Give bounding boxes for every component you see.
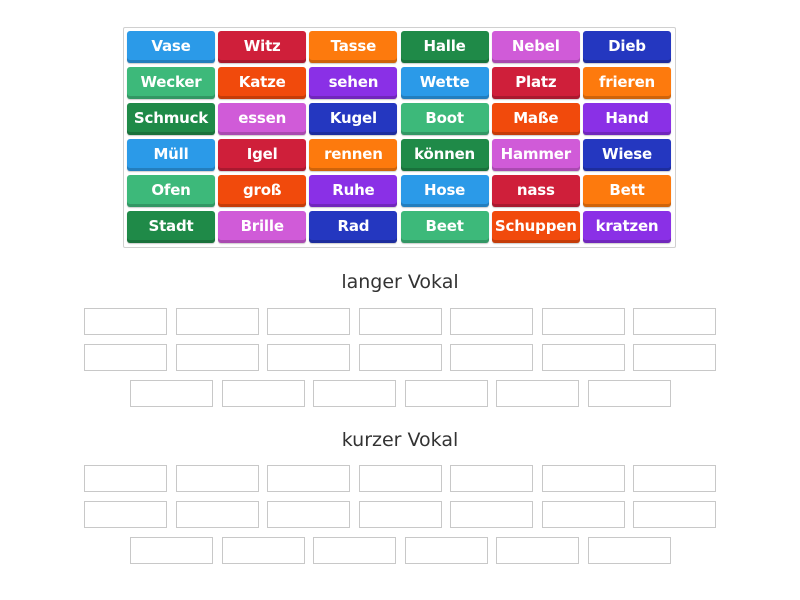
word-tile[interactable]: Schuppen bbox=[491, 211, 580, 243]
drop-slot[interactable] bbox=[541, 501, 625, 528]
word-tile[interactable]: Bett bbox=[583, 175, 671, 207]
drop-slot[interactable] bbox=[175, 344, 259, 371]
drop-slot[interactable] bbox=[404, 537, 488, 564]
drop-slot[interactable] bbox=[130, 537, 213, 564]
word-tile[interactable]: Ruhe bbox=[309, 175, 398, 207]
word-tile[interactable]: Brille bbox=[218, 211, 307, 243]
word-tile[interactable]: Wette bbox=[400, 67, 489, 99]
drop-slot[interactable] bbox=[450, 344, 533, 371]
drop-slot[interactable] bbox=[358, 344, 442, 371]
drop-slot[interactable] bbox=[404, 380, 488, 407]
word-tile[interactable]: groß bbox=[218, 175, 307, 207]
drop-slot[interactable] bbox=[541, 465, 625, 492]
word-tile[interactable]: Boot bbox=[400, 103, 489, 135]
drop-slot[interactable] bbox=[358, 501, 442, 528]
word-tile[interactable]: Rad bbox=[309, 211, 398, 243]
word-tile[interactable]: essen bbox=[218, 103, 307, 135]
word-tile[interactable]: Stadt bbox=[127, 211, 215, 243]
word-tile[interactable]: Hand bbox=[583, 103, 671, 135]
drop-slot[interactable] bbox=[175, 501, 259, 528]
drop-slot[interactable] bbox=[267, 344, 350, 371]
drop-slot[interactable] bbox=[84, 344, 167, 371]
word-tile[interactable]: Katze bbox=[218, 67, 307, 99]
drop-slot[interactable] bbox=[358, 308, 442, 335]
drop-slot[interactable] bbox=[358, 465, 442, 492]
word-tile[interactable]: Kugel bbox=[309, 103, 398, 135]
drop-slot[interactable] bbox=[267, 308, 350, 335]
drop-slot[interactable] bbox=[267, 501, 350, 528]
group-title-long-vowel: langer Vokal bbox=[341, 271, 459, 293]
drop-slot[interactable] bbox=[84, 501, 167, 528]
word-tile[interactable]: Tasse bbox=[309, 31, 398, 63]
word-tile[interactable]: Hose bbox=[400, 175, 489, 207]
drop-slot[interactable] bbox=[633, 344, 716, 371]
word-tile[interactable]: Nebel bbox=[491, 31, 580, 63]
drop-slot[interactable] bbox=[84, 465, 167, 492]
word-tile[interactable]: Müll bbox=[127, 139, 215, 171]
drop-slot[interactable] bbox=[450, 501, 533, 528]
word-tile[interactable]: Wiese bbox=[583, 139, 671, 171]
word-tile[interactable]: Beet bbox=[400, 211, 489, 243]
word-tile[interactable]: Maße bbox=[491, 103, 580, 135]
group-title-short-vowel: kurzer Vokal bbox=[341, 429, 459, 451]
word-tile[interactable]: Ofen bbox=[127, 175, 215, 207]
drop-slot[interactable] bbox=[450, 465, 533, 492]
drop-slot[interactable] bbox=[496, 380, 579, 407]
drop-slot[interactable] bbox=[175, 308, 259, 335]
drop-slot[interactable] bbox=[633, 501, 716, 528]
drop-slot[interactable] bbox=[267, 465, 350, 492]
word-tile[interactable]: Dieb bbox=[583, 31, 671, 63]
drop-slot[interactable] bbox=[84, 308, 167, 335]
word-tile[interactable]: kratzen bbox=[583, 211, 671, 243]
word-tile[interactable]: Igel bbox=[218, 139, 307, 171]
word-tile[interactable]: Halle bbox=[400, 31, 489, 63]
word-tile-pool: Vase Witz Tasse Halle Nebel Dieb Wecker Katze se… bbox=[123, 27, 676, 248]
word-tile[interactable]: Platz bbox=[491, 67, 580, 99]
word-tile[interactable]: frieren bbox=[583, 67, 671, 99]
drop-slot[interactable] bbox=[587, 537, 671, 564]
drop-slot[interactable] bbox=[633, 308, 716, 335]
word-tile[interactable]: Witz bbox=[218, 31, 307, 63]
drop-slot[interactable] bbox=[587, 380, 671, 407]
drop-slot[interactable] bbox=[130, 380, 213, 407]
word-tile[interactable]: nass bbox=[491, 175, 580, 207]
word-tile[interactable]: Vase bbox=[127, 31, 215, 63]
drop-slot[interactable] bbox=[496, 537, 579, 564]
word-tile[interactable]: Hammer bbox=[491, 139, 580, 171]
drop-slot[interactable] bbox=[313, 537, 396, 564]
word-tile[interactable]: rennen bbox=[309, 139, 398, 171]
drop-slot[interactable] bbox=[633, 465, 716, 492]
drop-slot[interactable] bbox=[221, 537, 305, 564]
word-tile[interactable]: können bbox=[400, 139, 489, 171]
drop-slot[interactable] bbox=[175, 465, 259, 492]
drop-slot[interactable] bbox=[541, 344, 625, 371]
drop-slot[interactable] bbox=[541, 308, 625, 335]
word-tile[interactable]: Wecker bbox=[127, 67, 215, 99]
word-tile[interactable]: Schmuck bbox=[127, 103, 215, 135]
drop-slot[interactable] bbox=[221, 380, 305, 407]
word-tile[interactable]: sehen bbox=[309, 67, 398, 99]
drop-slot[interactable] bbox=[313, 380, 396, 407]
drop-slot[interactable] bbox=[450, 308, 533, 335]
